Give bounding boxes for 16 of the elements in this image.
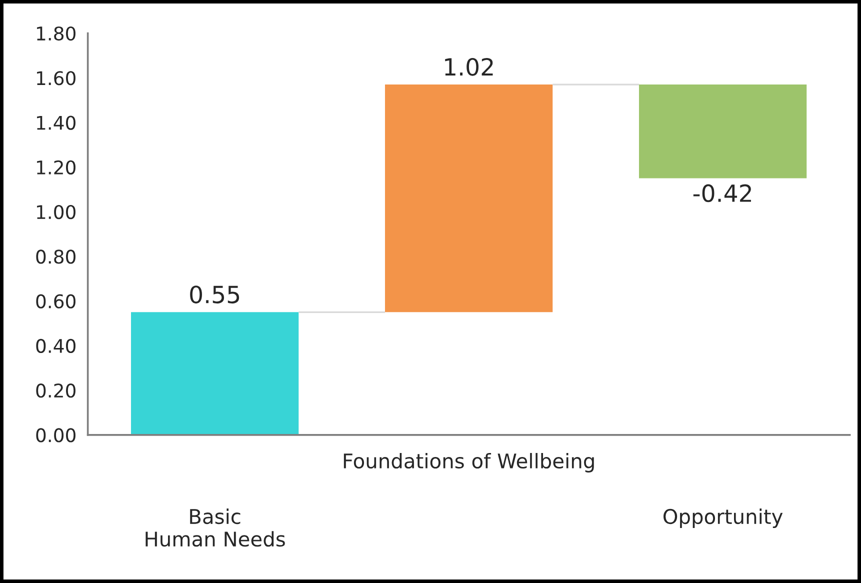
y-tick-label: 1.40: [37, 116, 76, 130]
y-tick-label: 0.00: [36, 428, 76, 442]
y-tick-label: 0.80: [36, 250, 76, 264]
data-label: 0.55: [190, 286, 240, 304]
y-tick-label: 1.60: [37, 71, 76, 86]
y-tick-label: 0.20: [36, 383, 76, 398]
x-tick-label: Basic Human Needs: [146, 508, 285, 547]
y-tick-label: 0.60: [36, 294, 76, 308]
y-tick-label: 0.40: [36, 338, 76, 354]
data-label: -0.42: [693, 184, 751, 202]
y-tick-label: 1.80: [37, 26, 76, 41]
x-tick-label: Foundations of Wellbeing: [344, 452, 594, 472]
x-tick-label: Opportunity: [664, 508, 783, 528]
data-label: 1.02: [445, 58, 493, 76]
y-tick-label: 1.00: [37, 204, 76, 220]
y-tick-label: 1.20: [37, 160, 76, 175]
